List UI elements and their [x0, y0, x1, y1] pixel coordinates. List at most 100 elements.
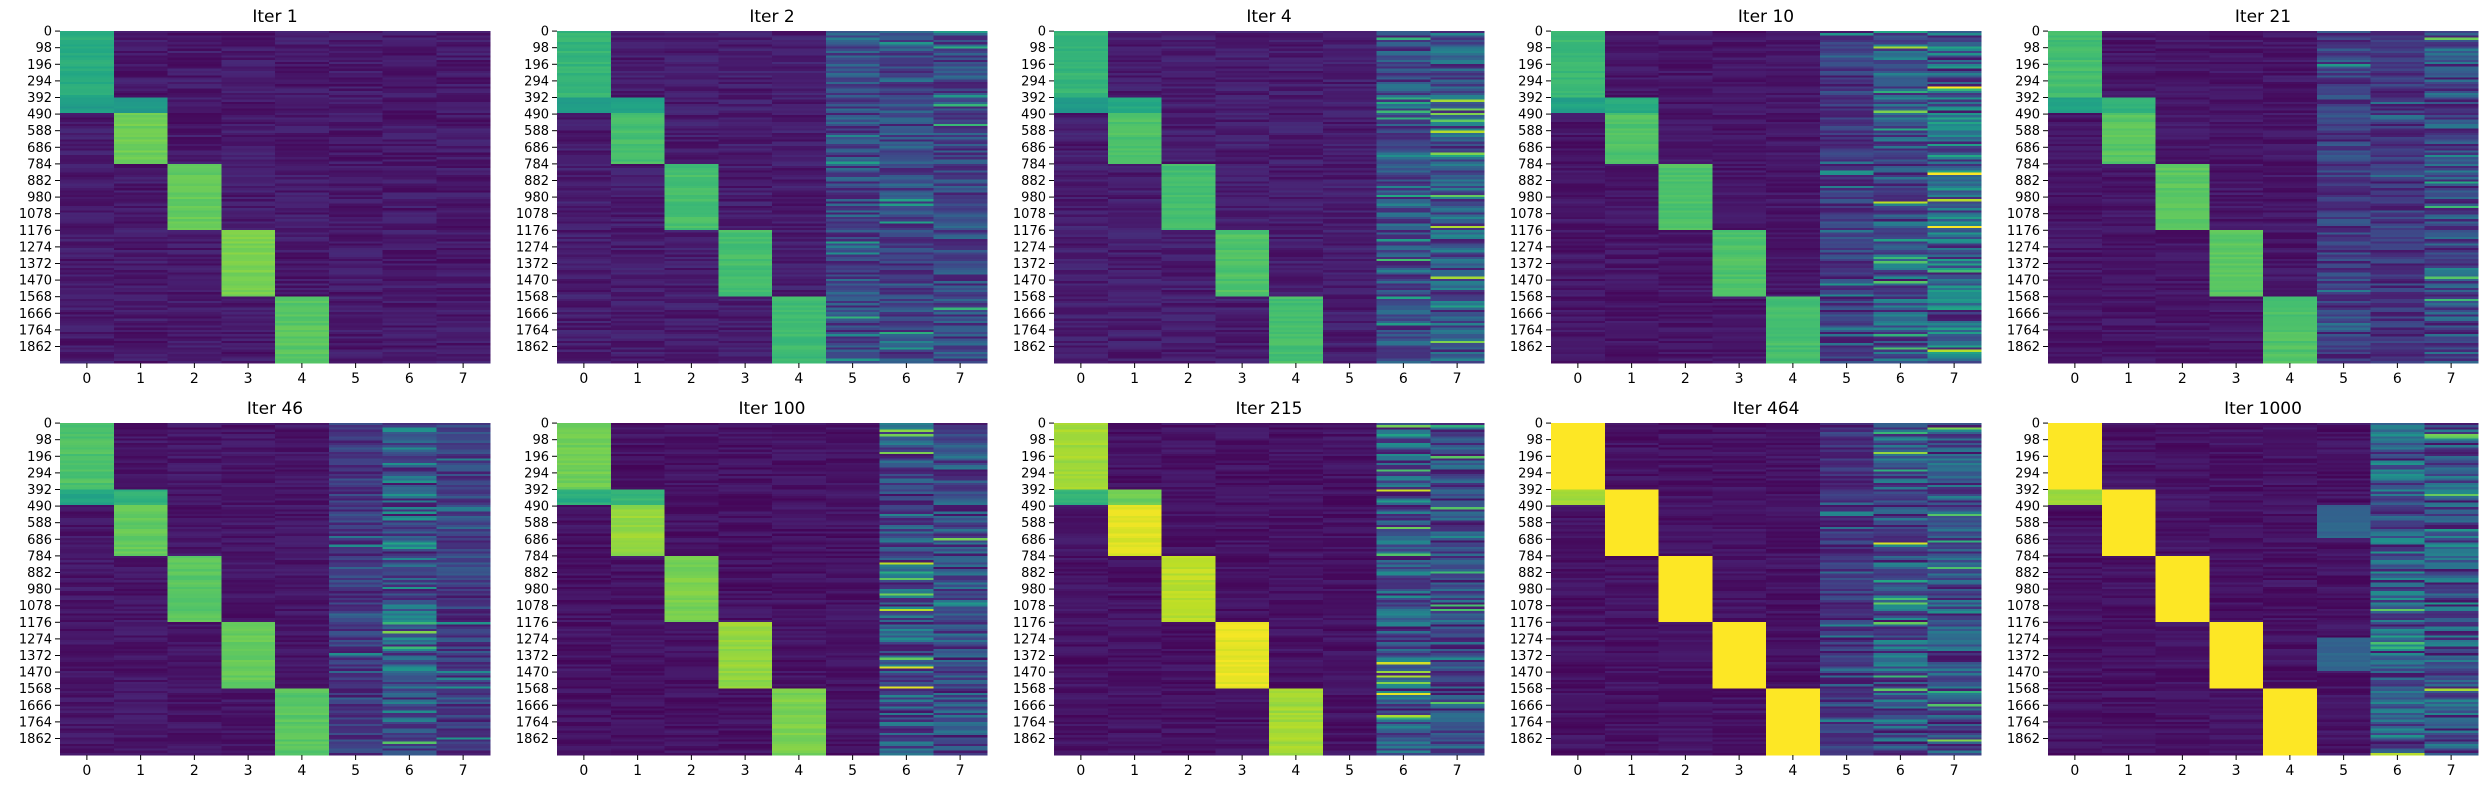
heatmap-cell [1873, 146, 1928, 149]
heatmap-cell [436, 203, 491, 207]
heatmap-cell [60, 121, 115, 125]
heatmap-cell [1766, 57, 1821, 61]
y-tick-label: 1372 [19, 257, 52, 272]
heatmap-cell [664, 57, 719, 61]
heatmap-cell [933, 307, 988, 311]
heatmap-cell [167, 128, 222, 131]
heatmap-cell [825, 35, 880, 39]
heatmap-cell [718, 161, 773, 165]
heatmap-cell [1376, 351, 1431, 355]
heatmap-cell [1107, 236, 1162, 240]
heatmap-cell [113, 174, 168, 178]
heatmap-cell [825, 301, 880, 304]
heatmap-cell [557, 227, 612, 231]
heatmap-cell [557, 37, 612, 41]
heatmap-cell [1766, 143, 1821, 147]
heatmap-cell [1322, 221, 1377, 224]
heatmap-cell [772, 95, 827, 98]
heatmap-cell [825, 99, 880, 103]
heatmap-cell [772, 183, 827, 187]
heatmap-cell [1927, 115, 1982, 118]
heatmap-cell [221, 84, 276, 87]
heatmap-cell [436, 35, 491, 39]
heatmap-cell [60, 210, 115, 213]
heatmap-cell [382, 177, 437, 180]
heatmap-cell [1551, 323, 1606, 326]
heatmap-cell [1215, 86, 1270, 89]
heatmap-cell [879, 48, 934, 52]
heatmap-cell [664, 81, 719, 85]
heatmap-cell [1604, 276, 1659, 280]
heatmap-cell [167, 183, 222, 187]
heatmap-cell [772, 42, 827, 45]
heatmap-cell [718, 181, 773, 185]
heatmap-cell [221, 174, 276, 178]
heatmap-cell [1766, 139, 1821, 143]
heatmap-cell [328, 50, 383, 54]
heatmap-cell [60, 349, 115, 353]
heatmap-cell [1161, 274, 1216, 278]
heatmap-cell [275, 53, 330, 56]
heatmap-cell [1551, 318, 1606, 322]
heatmap-cell [1658, 298, 1713, 302]
heatmap-cell [167, 227, 222, 231]
heatmap-cell [933, 68, 988, 72]
heatmap-cell [718, 325, 773, 328]
heatmap-cell [1376, 55, 1431, 58]
heatmap-cell [825, 108, 880, 112]
heatmap-cell [1712, 338, 1767, 342]
heatmap-cell [436, 81, 491, 85]
heatmap-cell [1054, 334, 1109, 337]
heatmap-cell [436, 88, 491, 92]
heatmap-cell [1215, 265, 1270, 269]
heatmap-cell [275, 68, 330, 72]
heatmap-cell [772, 292, 827, 295]
heatmap-cell [113, 205, 168, 209]
heatmap-cell [933, 320, 988, 324]
heatmap-cell [328, 166, 383, 169]
heatmap-cell [167, 261, 222, 264]
heatmap-cell [1107, 201, 1162, 205]
heatmap-cell [60, 199, 115, 202]
heatmap-cell [1658, 194, 1713, 198]
heatmap-cell [1551, 301, 1606, 304]
y-tick-label: 1568 [516, 290, 549, 305]
heatmap-cell [879, 250, 934, 253]
heatmap-cell [328, 225, 383, 229]
heatmap-cell [1873, 245, 1928, 249]
heatmap-cell [1712, 143, 1767, 147]
heatmap-cell [1819, 53, 1874, 56]
heatmap-panel: Iter 20981962943924905886867848829801078… [516, 7, 988, 387]
heatmap-cell [328, 210, 383, 213]
heatmap-cell [1054, 46, 1109, 50]
heatmap-cell [1604, 137, 1659, 140]
heatmap-cell [1054, 270, 1109, 273]
heatmap-cell [610, 250, 665, 253]
heatmap-cell [113, 170, 168, 174]
heatmap-cell [275, 263, 330, 267]
heatmap-cell [610, 146, 665, 149]
heatmap-cell [1107, 73, 1162, 76]
heatmap-cell [1054, 307, 1109, 311]
heatmap-cell [328, 247, 383, 251]
heatmap-cell [1927, 104, 1982, 107]
heatmap-cell [167, 39, 222, 43]
y-tick-label: 196 [1021, 58, 1046, 73]
heatmap-cell [328, 329, 383, 333]
heatmap-cell [221, 143, 276, 147]
heatmap-cell [167, 141, 222, 145]
heatmap-cell [1712, 281, 1767, 284]
heatmap-cell [772, 354, 827, 357]
heatmap-cell [610, 57, 665, 61]
heatmap-cell [1430, 245, 1485, 249]
heatmap-cell [1819, 92, 1874, 96]
heatmap-cell [557, 68, 612, 72]
heatmap-cell [167, 294, 222, 297]
heatmap-cell [1376, 225, 1431, 229]
heatmap-cell [1927, 95, 1982, 98]
heatmap-cell [1712, 55, 1767, 58]
heatmap-cell [664, 137, 719, 140]
heatmap-cell [1819, 132, 1874, 136]
heatmap-cell [60, 33, 115, 36]
heatmap-cell [879, 121, 934, 125]
